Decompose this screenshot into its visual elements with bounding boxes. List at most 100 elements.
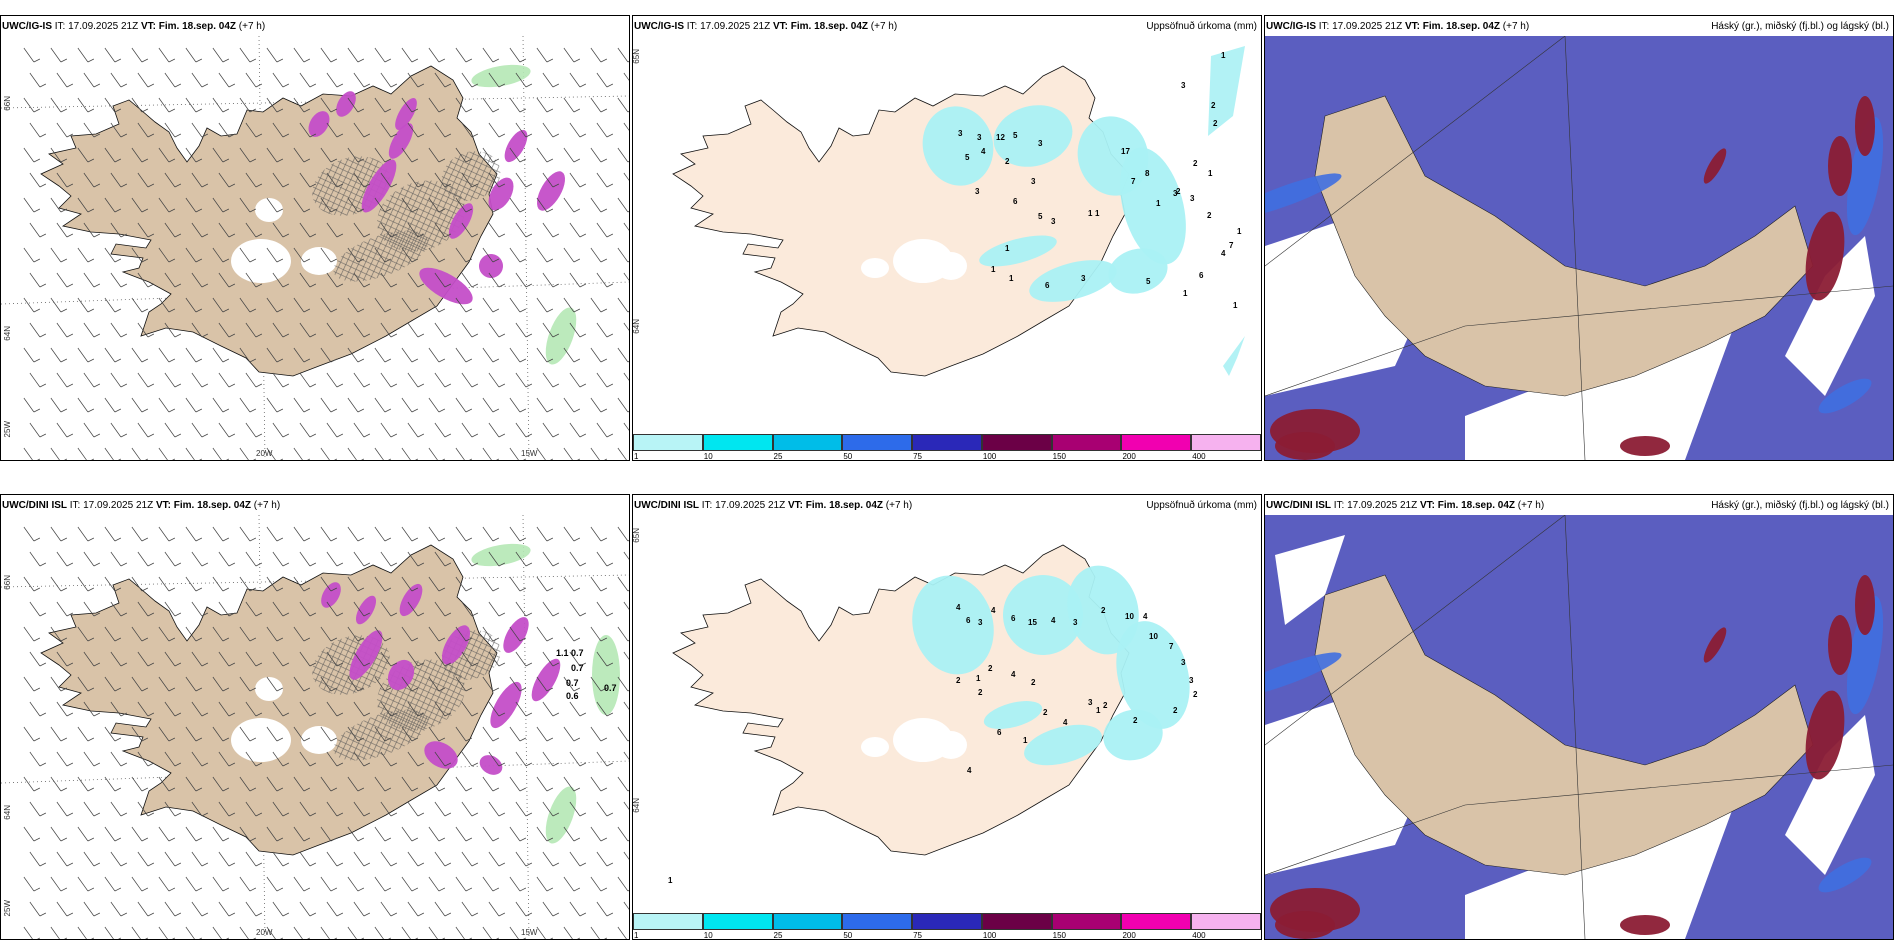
- wind-barb: [158, 397, 176, 413]
- wind-barb: [401, 347, 419, 363]
- legend-tick: 200: [1122, 452, 1136, 461]
- graticule-line: [1265, 36, 1893, 460]
- wind-barb: [56, 172, 74, 188]
- wind-barb: [272, 222, 290, 238]
- wind-barb: [137, 122, 155, 138]
- wind-barb: [212, 926, 230, 939]
- wind-barb: [23, 926, 41, 939]
- wind-barb: [266, 526, 284, 542]
- legend-swatch: [1121, 913, 1192, 930]
- wind-barb: [455, 297, 473, 313]
- wind-barb: [239, 726, 257, 742]
- wind-barb: [590, 626, 608, 642]
- wind-barb: [164, 801, 182, 817]
- precip-cell: [424, 741, 458, 769]
- cloud-map: [1265, 36, 1893, 460]
- wind-barb: [104, 676, 122, 692]
- wind-barb: [326, 272, 344, 288]
- wind-barb: [542, 651, 560, 667]
- wind-barb: [515, 601, 533, 617]
- wind-barb: [131, 576, 149, 592]
- wind-barb: [590, 97, 608, 113]
- wind-barb: [482, 526, 500, 542]
- wind-barb: [218, 601, 236, 617]
- wind-barb: [245, 901, 263, 917]
- precip-value-label: 7: [1169, 642, 1174, 651]
- wind-barb: [563, 726, 581, 742]
- wind-barb: [299, 422, 317, 438]
- wind-barb: [590, 397, 608, 413]
- wind-barb: [320, 447, 338, 460]
- wind-barb: [617, 726, 629, 742]
- wind-barb: [536, 626, 554, 642]
- wind-barb: [293, 147, 311, 163]
- wind-barb: [23, 47, 41, 63]
- wind-map: [1, 36, 629, 460]
- wind-barb: [131, 676, 149, 692]
- wind-barb: [563, 97, 581, 113]
- wind-barb: [23, 447, 41, 460]
- wind-barb: [407, 701, 425, 717]
- wind-barb: [617, 397, 629, 413]
- wind-barb: [326, 551, 344, 567]
- lat-gridline: [1, 95, 629, 109]
- clear-area: [1785, 236, 1875, 396]
- wind-barb: [374, 97, 392, 113]
- wind-barb: [299, 801, 317, 817]
- wind-barb: [158, 926, 176, 939]
- wind-barb: [266, 147, 284, 163]
- wind-barb: [239, 247, 257, 263]
- wind-barb: [617, 297, 629, 313]
- wind-barb: [185, 47, 203, 63]
- wind-barb: [272, 72, 290, 88]
- wind-barb: [596, 222, 614, 238]
- wind-barb: [218, 222, 236, 238]
- wind-barb: [23, 147, 41, 163]
- wind-barb: [353, 422, 371, 438]
- wind-barb: [434, 372, 452, 388]
- wind-barb: [461, 222, 479, 238]
- wind-barb: [347, 47, 365, 63]
- wind-barb: [623, 372, 629, 381]
- wind-barb: [428, 247, 446, 263]
- wind-barb: [110, 322, 128, 338]
- wind-barb: [29, 751, 47, 767]
- lon-label: 20W: [256, 449, 273, 458]
- wind-barb: [191, 372, 209, 388]
- wind-barb: [191, 72, 209, 88]
- wind-barb: [407, 801, 425, 817]
- wind-barb: [218, 322, 236, 338]
- precip-value-label: 6: [1011, 614, 1016, 623]
- wind-barb: [272, 272, 290, 288]
- wind-barb: [515, 651, 533, 667]
- wind-barb: [164, 72, 182, 88]
- wind-barb: [164, 851, 182, 867]
- wind-barb: [299, 222, 317, 238]
- wind-barb: [488, 122, 506, 138]
- wind-barb: [293, 876, 311, 892]
- wind-barb: [596, 901, 614, 917]
- wind-barb: [239, 297, 257, 313]
- wind-barb: [482, 726, 500, 742]
- wind-barb: [56, 601, 74, 617]
- wind-barb: [353, 172, 371, 188]
- wind-barb: [266, 97, 284, 113]
- wind-barb: [299, 701, 317, 717]
- wind-barb: [515, 322, 533, 338]
- wind-barb: [320, 347, 338, 363]
- precip-value-label: 1: [1208, 169, 1213, 178]
- wind-barb: [131, 347, 149, 363]
- wind-barb: [428, 926, 446, 939]
- wind-barb: [77, 247, 95, 263]
- wind-barb: [461, 801, 479, 817]
- wind-barb: [191, 651, 209, 667]
- precip-value-label: 1: [1237, 227, 1242, 236]
- wind-barb: [185, 197, 203, 213]
- wind-barb: [488, 801, 506, 817]
- wind-barb: [245, 322, 263, 338]
- wind-barb: [515, 372, 533, 388]
- wind-barb: [131, 926, 149, 939]
- wind-barb: [131, 47, 149, 63]
- wind-barb: [104, 447, 122, 460]
- wind-barb: [266, 676, 284, 692]
